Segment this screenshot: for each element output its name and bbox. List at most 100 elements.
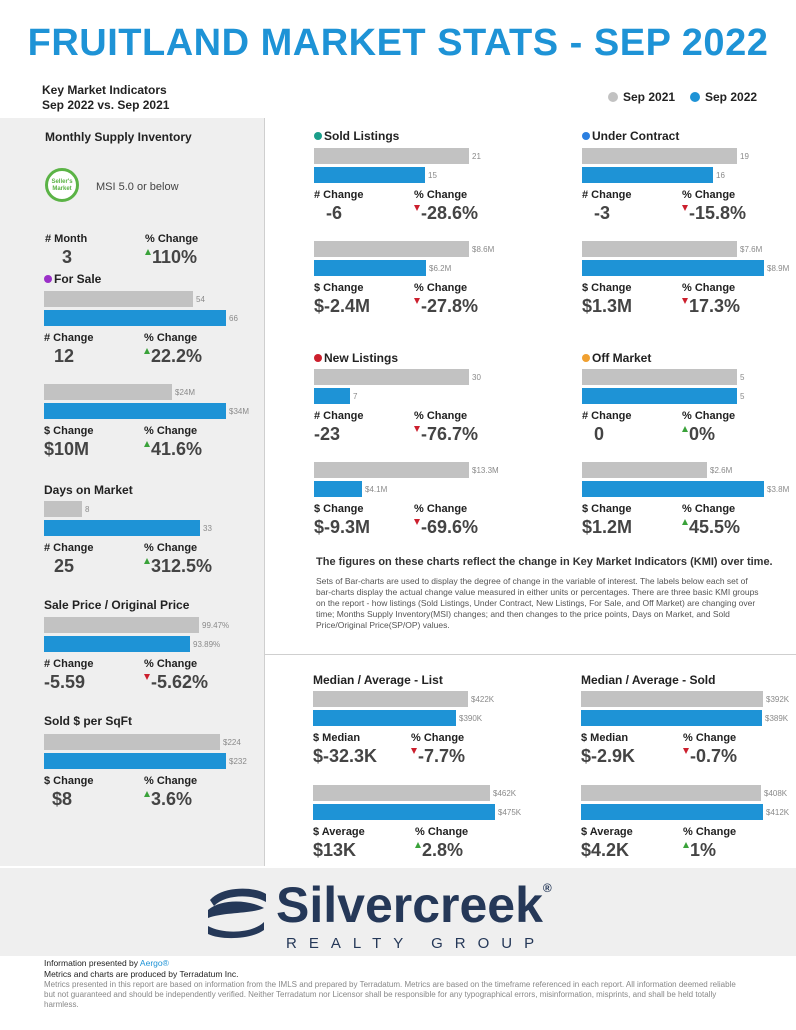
pct-change-label: % Change	[683, 826, 737, 838]
bar-sep-2021	[581, 691, 763, 707]
pct-change-label: % Change	[144, 332, 198, 344]
legend-dot-gray	[608, 92, 618, 102]
pct-change-value: -69.6%	[414, 517, 478, 538]
bar-label-sep-2021: $7.6M	[740, 245, 763, 254]
bar-sep-2021	[582, 462, 707, 478]
change-label: $ Average	[581, 826, 633, 838]
bar-label-sep-2022: $232	[229, 757, 247, 766]
note-body: Sets of Bar-charts are used to display t…	[316, 576, 759, 630]
bar-label-sep-2021: $392K	[766, 695, 790, 704]
sellers-market-badge: Seller's Market	[45, 168, 79, 202]
section-title-text: Sold $ per SqFt	[44, 714, 133, 728]
pct-change-text: -69.6%	[421, 517, 479, 537]
pct-change-value: 0%	[682, 424, 715, 445]
pct-change-text: -28.6%	[421, 203, 479, 223]
pct-change-text: 17.3%	[689, 296, 741, 316]
change-value: 0	[594, 424, 605, 444]
change-value: $1.2M	[582, 517, 633, 537]
bar-sep-2021	[313, 691, 468, 707]
bar-label-sep-2022: $34M	[229, 407, 250, 416]
bar-sep-2021	[582, 369, 737, 385]
change-value: $-2.9K	[581, 746, 636, 766]
section-title-text: Sold Listings	[324, 129, 400, 143]
up-arrow-icon	[144, 348, 150, 354]
change-value: -5.59	[44, 672, 86, 692]
bar-label-sep-2021: $462K	[493, 789, 517, 798]
bar-label-sep-2022: 66	[229, 314, 238, 323]
presented-prefix: Information presented by	[44, 958, 140, 968]
pct-change-text: -7.7%	[418, 746, 466, 766]
brand-name-text: Silvercreek	[276, 877, 543, 933]
bar-label-sep-2022: $390K	[459, 714, 483, 723]
up-arrow-icon	[415, 842, 421, 848]
change-value: $-2.4M	[314, 296, 371, 316]
bar-label-sep-2021: $408K	[764, 789, 788, 798]
category-dot-icon	[314, 354, 322, 362]
down-arrow-icon	[682, 205, 688, 211]
change-label: # Change	[582, 410, 632, 422]
msi-pct-label: % Change	[145, 233, 199, 245]
change-value: $10M	[44, 439, 90, 459]
pct-change-label: % Change	[682, 410, 736, 422]
panel-divider	[264, 118, 265, 866]
brand-tagline: REALTY GROUP	[286, 935, 547, 952]
badge-line-2: Market	[52, 186, 72, 192]
change-label: $ Change	[44, 425, 94, 437]
pct-change-label: % Change	[414, 410, 468, 422]
change-label: $ Average	[313, 826, 365, 838]
disclaimer: Metrics presented in this report are bas…	[44, 980, 736, 1009]
pct-change-label: % Change	[144, 775, 198, 787]
bar-label-sep-2022: 33	[203, 524, 212, 533]
pct-change-text: 41.6%	[151, 439, 203, 459]
section-title: Under Contract	[582, 129, 679, 143]
bar-sep-2022	[582, 481, 764, 497]
pct-change-value: 3.6%	[144, 789, 192, 810]
pct-change-value: 1%	[683, 840, 716, 861]
kmi-line-1: Key Market Indicators	[42, 83, 167, 97]
pct-change-value: -0.7%	[683, 746, 737, 767]
bar-label-sep-2022: $4.1M	[365, 485, 388, 494]
up-arrow-icon	[144, 441, 150, 447]
down-arrow-icon	[682, 298, 688, 304]
change-label: # Change	[314, 410, 364, 422]
bar-label-sep-2021: $2.6M	[710, 466, 733, 475]
change-value: $-9.3M	[314, 517, 371, 537]
pct-change-text: -0.7%	[690, 746, 738, 766]
section-title: New Listings	[314, 351, 398, 365]
section-title: Sold Listings	[314, 129, 399, 143]
bar-sep-2022	[581, 710, 762, 726]
down-arrow-icon	[683, 748, 689, 754]
bar-sep-2022	[314, 260, 426, 276]
section-title: Median / Average - List	[313, 673, 443, 687]
change-value: $-32.3K	[313, 746, 378, 766]
silvercreek-logo-icon	[208, 888, 266, 939]
change-label: $ Change	[582, 503, 632, 515]
bar-sep-2022	[582, 167, 713, 183]
bar-sep-2022	[313, 710, 456, 726]
bar-sep-2022	[582, 388, 737, 404]
change-label: $ Change	[314, 503, 364, 515]
header-band	[0, 80, 796, 116]
bar-label-sep-2021: 8	[85, 505, 90, 514]
up-arrow-icon	[683, 842, 689, 848]
bar-label-sep-2022: 93.89%	[193, 640, 221, 649]
msi-pct-text: 110%	[152, 247, 198, 267]
bar-label-sep-2021: 21	[472, 152, 481, 161]
pct-change-value: -76.7%	[414, 424, 478, 445]
bar-label-sep-2021: $13.3M	[472, 466, 499, 475]
bar-label-sep-2021: $8.6M	[472, 245, 495, 254]
kmi-heading: Key Market Indicators Sep 2022 vs. Sep 2…	[42, 83, 169, 113]
down-arrow-icon	[414, 519, 420, 525]
pct-change-value: -28.6%	[414, 203, 478, 224]
pct-change-text: 45.5%	[689, 517, 741, 537]
pct-change-value: 17.3%	[682, 296, 740, 317]
aergo-link[interactable]: Aergo®	[139, 958, 169, 968]
bar-sep-2022	[581, 804, 763, 820]
kmi-line-2: Sep 2022 vs. Sep 2021	[42, 98, 170, 112]
bar-label-sep-2021: 5	[740, 373, 745, 382]
pct-change-label: % Change	[682, 282, 736, 294]
pct-change-text: -15.8%	[689, 203, 747, 223]
category-dot-icon	[582, 354, 590, 362]
down-arrow-icon	[414, 298, 420, 304]
bar-label-sep-2021: 19	[740, 152, 749, 161]
